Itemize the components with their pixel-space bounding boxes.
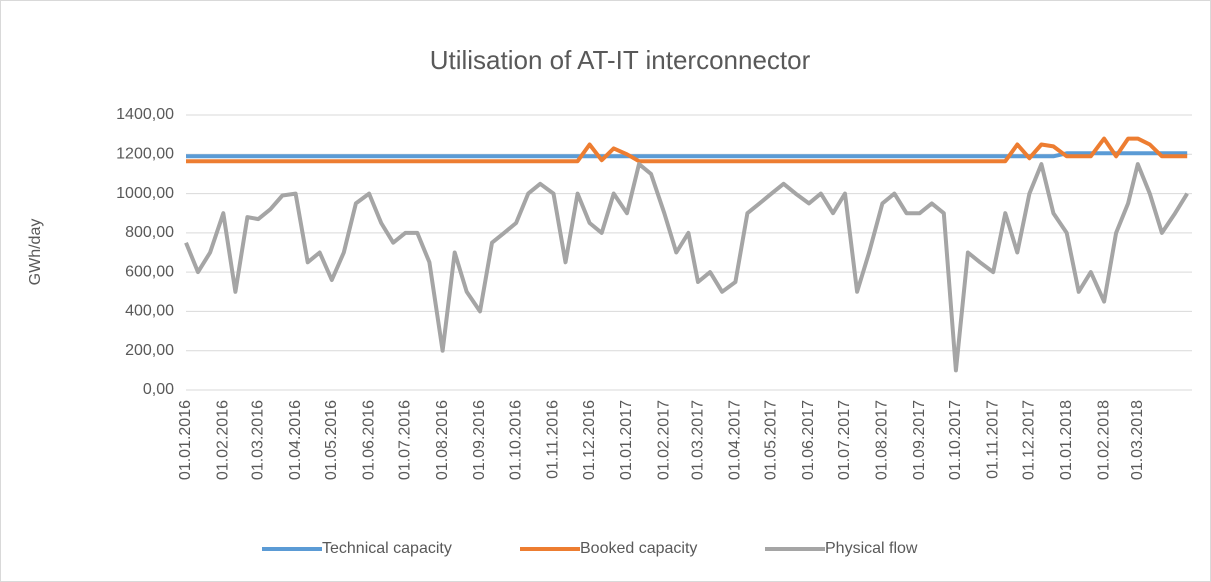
x-tick-label: 01.03.2016 [250, 400, 267, 480]
x-tick-label: 01.11.2016 [545, 400, 562, 479]
y-tick-label: 200,00 [125, 342, 174, 359]
x-tick-label: 01.10.2016 [507, 400, 524, 480]
x-tick-label: 01.02.2016 [215, 400, 232, 480]
x-tick-label: 01.05.2017 [763, 400, 780, 480]
x-tick-label: 01.01.2017 [618, 400, 635, 480]
x-tick-label: 01.08.2016 [434, 400, 451, 480]
x-tick-label: 01.10.2017 [947, 400, 964, 480]
x-tick-label: 01.12.2016 [581, 400, 598, 480]
x-tick-label: 01.04.2016 [287, 400, 304, 480]
x-tick-label: 01.11.2017 [984, 400, 1001, 479]
x-tick-label: 01.03.2018 [1129, 400, 1146, 480]
chart-title: Utilisation of AT-IT interconnector [430, 45, 811, 75]
y-tick-label: 800,00 [125, 224, 174, 241]
x-tick-label: 01.12.2017 [1021, 400, 1038, 480]
x-tick-label: 01.02.2017 [656, 400, 673, 480]
x-tick-label: 01.04.2017 [727, 400, 744, 480]
x-tick-label: 01.07.2017 [836, 400, 853, 480]
x-tick-label: 01.06.2016 [360, 400, 377, 480]
x-tick-label: 01.07.2016 [396, 400, 413, 480]
x-tick-label: 01.09.2017 [911, 400, 928, 480]
series-line [186, 136, 1188, 164]
y-axis-label: GWh/day [27, 219, 44, 286]
x-tick-label: 01.09.2016 [471, 400, 488, 480]
y-tick-label: 400,00 [125, 303, 174, 320]
y-tick-label: 600,00 [125, 263, 174, 280]
x-tick-label: 01.08.2017 [874, 400, 891, 480]
legend-label: Physical flow [825, 540, 918, 557]
series-line [184, 162, 1189, 373]
legend-label: Booked capacity [580, 540, 697, 557]
x-tick-label: 01.06.2017 [800, 400, 817, 480]
x-tick-label: 01.02.2018 [1095, 400, 1112, 480]
y-tick-label: 0,00 [143, 381, 174, 398]
x-tick-label: 01.05.2016 [323, 400, 340, 480]
legend-label: Technical capacity [322, 540, 452, 557]
y-tick-label: 1200,00 [116, 146, 174, 163]
y-tick-label: 1000,00 [116, 185, 174, 202]
x-tick-label: 01.01.2016 [177, 400, 194, 480]
series-line [186, 151, 1188, 159]
x-tick-label: 01.03.2017 [689, 400, 706, 480]
y-tick-label: 1400,00 [116, 106, 174, 123]
x-tick-label: 01.01.2018 [1058, 400, 1075, 480]
